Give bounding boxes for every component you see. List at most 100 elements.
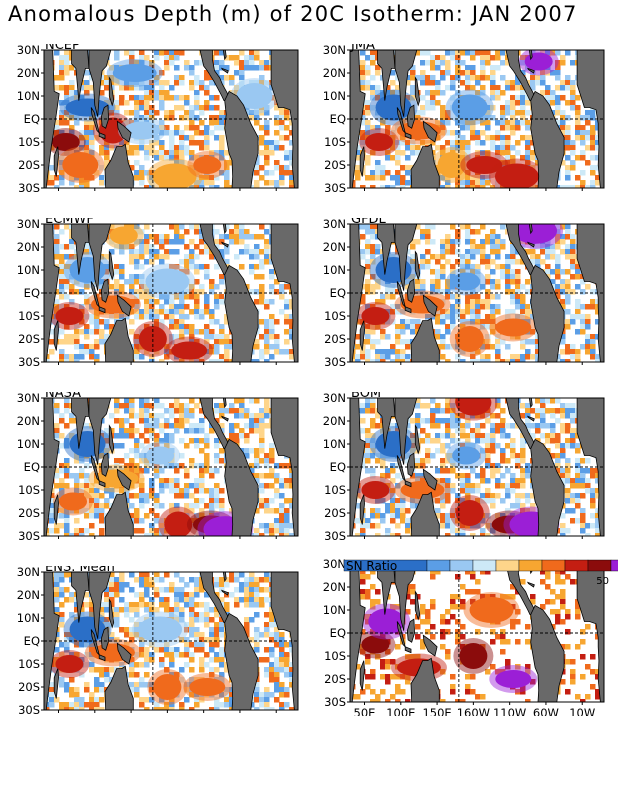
- anomaly-blob: [365, 133, 394, 151]
- anomaly-blob: [152, 163, 197, 188]
- land-wafrica: [270, 50, 298, 188]
- lon-tick-label: 150E: [422, 192, 451, 194]
- land-australia: [410, 143, 440, 188]
- anomaly-blob: [361, 481, 390, 499]
- land-png: [422, 468, 438, 491]
- anomaly-blob: [524, 52, 553, 71]
- anomaly-blob: [466, 156, 503, 174]
- land-sumatra: [396, 621, 406, 649]
- colorbar-swatch: [541, 559, 566, 572]
- land-png: [422, 120, 438, 143]
- panel-label: NASA: [45, 392, 81, 401]
- lon-tick-label: 10W: [569, 192, 595, 194]
- lat-tick-label: EQ: [330, 460, 346, 474]
- anomaly-blob: [495, 318, 532, 337]
- land-cuba: [526, 581, 535, 588]
- anomaly-blob: [368, 608, 405, 635]
- land-wafrica: [270, 398, 298, 536]
- land-png: [116, 468, 132, 491]
- land-samerica: [224, 612, 259, 710]
- lon-tick-label: 100E: [386, 540, 415, 542]
- land-sumatra: [396, 281, 406, 309]
- land-java: [98, 480, 106, 488]
- lon-tick-label: 110W: [493, 366, 526, 368]
- land-australia: [104, 317, 134, 362]
- land-borneo: [406, 104, 416, 129]
- lat-tick-label: 10S: [324, 309, 346, 323]
- anomaly-blob: [69, 616, 106, 643]
- plot-area: [350, 224, 604, 362]
- land-india: [71, 398, 90, 449]
- lon-tick-label: 160W: [457, 366, 490, 368]
- anomaly-blob: [62, 152, 99, 178]
- land-borneo: [406, 618, 416, 643]
- land-java: [404, 480, 412, 488]
- lat-tick-label: EQ: [330, 286, 346, 300]
- colorbar-label: SN Ratio: [346, 559, 397, 573]
- land-cuba: [526, 241, 535, 248]
- land-india: [377, 50, 396, 101]
- lat-tick-label: EQ: [330, 626, 346, 640]
- lon-tick-label: 60W: [533, 540, 559, 542]
- lat-tick-label: 10S: [324, 649, 346, 663]
- lat-tick-label: 20N: [323, 580, 346, 594]
- lon-tick-label: 110W: [493, 706, 526, 716]
- land-samerica: [530, 264, 565, 362]
- lon-tick-label: 100E: [386, 366, 415, 368]
- lat-tick-label: 10S: [18, 483, 40, 497]
- lon-tick-label: 60W: [227, 540, 253, 542]
- lat-tick-label: EQ: [24, 460, 40, 474]
- land-australia: [410, 657, 440, 702]
- anomaly-blob: [452, 272, 481, 291]
- land-philippines: [414, 424, 421, 455]
- land-asia_se: [394, 224, 418, 291]
- lat-tick-label: 30N: [17, 566, 40, 579]
- lat-tick-label: 10N: [323, 263, 346, 277]
- lon-tick-label: 150E: [116, 714, 145, 716]
- lat-tick-label: 20N: [17, 240, 40, 254]
- lon-tick-label: 150E: [422, 366, 451, 368]
- lat-tick-label: EQ: [24, 634, 40, 648]
- lat-tick-label: 20S: [18, 680, 40, 694]
- lat-tick-label: 30N: [17, 392, 40, 405]
- anomaly-blob: [361, 307, 390, 325]
- land-java: [98, 306, 106, 314]
- land-samerica: [530, 438, 565, 536]
- land-florida: [222, 50, 227, 61]
- land-cuba: [220, 589, 229, 596]
- lat-tick-label: 10N: [323, 89, 346, 103]
- plot-area: [350, 398, 604, 536]
- land-india: [71, 224, 90, 275]
- lon-tick-label: 50E: [354, 540, 376, 542]
- land-india: [377, 398, 396, 449]
- lon-tick-label: 100E: [80, 192, 109, 194]
- land-borneo: [100, 452, 110, 477]
- lon-tick-label: 160W: [457, 192, 490, 194]
- lat-tick-label: 20S: [18, 506, 40, 520]
- anomaly-blob: [455, 500, 484, 526]
- lat-tick-label: 20S: [18, 158, 40, 172]
- lat-tick-label: 30S: [18, 529, 40, 542]
- lat-tick-label: 20N: [17, 66, 40, 80]
- lat-tick-label: EQ: [330, 112, 346, 126]
- lon-tick-label: 160W: [151, 540, 184, 542]
- lon-tick-label: 110W: [493, 192, 526, 194]
- lat-tick-label: 20N: [17, 414, 40, 428]
- lon-tick-label: 150E: [422, 540, 451, 542]
- lon-tick-label: 110W: [493, 540, 526, 542]
- land-florida: [528, 398, 533, 409]
- lat-tick-label: 30S: [324, 695, 346, 709]
- land-asia_se: [394, 50, 418, 117]
- lat-tick-label: 20N: [323, 414, 346, 428]
- colorbar-swatch: [495, 559, 520, 572]
- land-philippines: [108, 76, 115, 107]
- plot-area: [44, 50, 298, 188]
- lat-tick-label: 20N: [17, 588, 40, 602]
- panel-label: GFDL: [351, 218, 387, 227]
- colorbar-swatch: [518, 559, 543, 572]
- land-philippines: [414, 76, 421, 107]
- land-wafrica: [576, 398, 604, 536]
